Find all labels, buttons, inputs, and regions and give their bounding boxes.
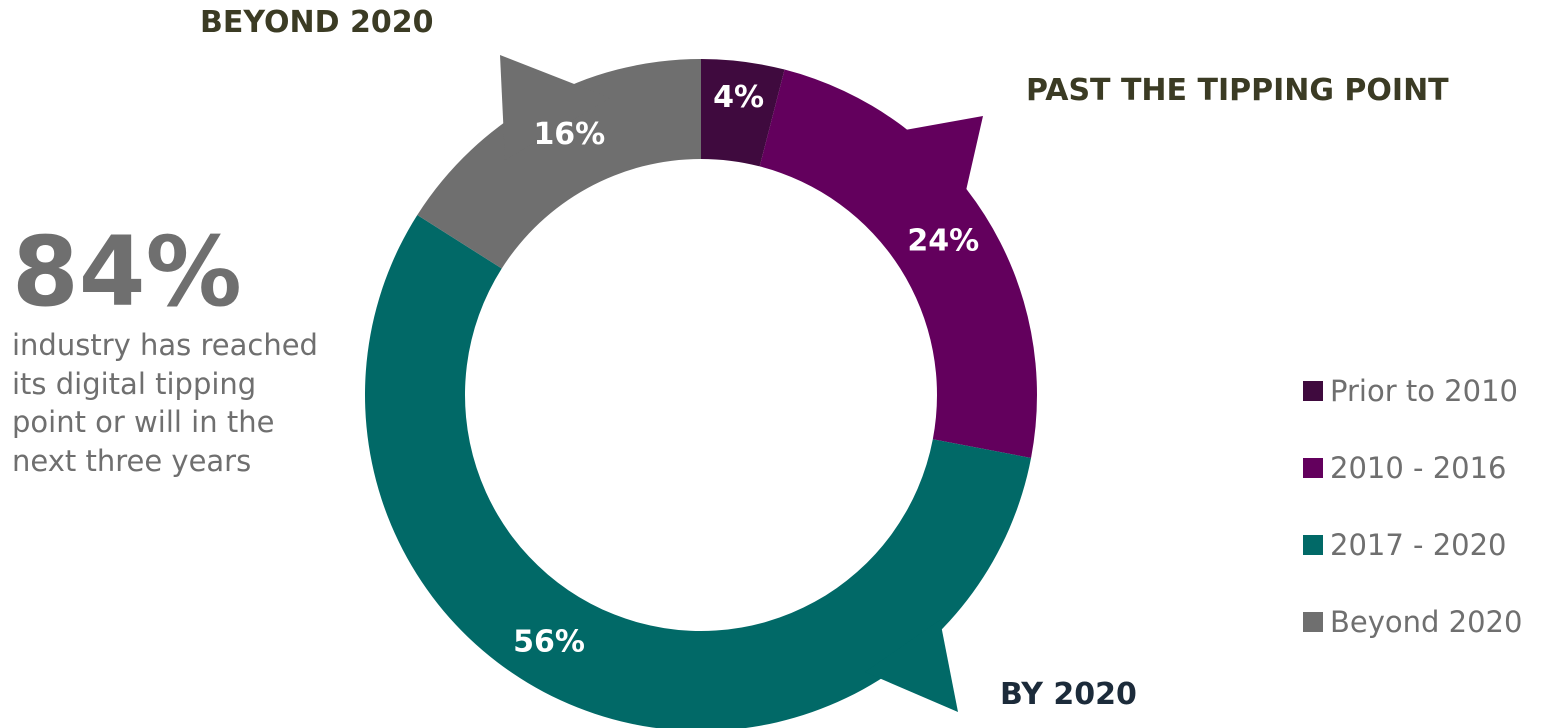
slice-2010-2016 [759,69,1037,458]
by-2020-title: BY 2020 [1000,677,1137,712]
legend-label-beyond-2020: Beyond 2020 [1330,604,1523,639]
beyond-2020-callout-arrow [500,55,610,160]
slice-label-2010-2016: 24% [907,224,979,259]
legend-swatch-prior-to-2010 [1303,381,1323,401]
chart-legend: Prior to 2010 2010 - 2016 2017 - 2020 Be… [1303,372,1522,680]
by-2020-callout-arrow [865,620,958,712]
past-tipping-point-callout-arrow [905,116,983,195]
slice-2017-2020 [365,214,1032,728]
past-tipping-point-title: PAST THE TIPPING POINT [1026,73,1449,108]
slice-label-2017-2020: 56% [513,625,585,660]
slice-labels: 4% 24% 56% 16% [513,80,979,660]
legend-item-2010-2016: 2010 - 2016 [1303,449,1522,487]
headline-stat-description: industry has reached its digital tipping… [12,328,318,478]
legend-swatch-2017-2020 [1303,535,1323,555]
legend-item-prior-to-2010: Prior to 2010 [1303,372,1522,410]
legend-label-2010-2016: 2010 - 2016 [1330,450,1507,485]
beyond-2020-title: BEYOND 2020 [200,5,434,40]
legend-label-prior-to-2010: Prior to 2010 [1330,373,1518,408]
callout-arrows [500,55,983,712]
legend-item-2017-2020: 2017 - 2020 [1303,526,1522,564]
slice-label-prior-to-2010: 4% [713,80,764,115]
slice-prior-to-2010 [701,59,785,167]
slice-label-beyond-2020: 16% [533,117,605,152]
legend-label-2017-2020: 2017 - 2020 [1330,527,1507,562]
slice-beyond-2020 [417,59,701,269]
headline-stat-value: 84% [12,216,242,328]
donut-slices [365,59,1037,728]
legend-item-beyond-2020: Beyond 2020 [1303,603,1522,641]
legend-swatch-beyond-2020 [1303,612,1323,632]
legend-swatch-2010-2016 [1303,458,1323,478]
